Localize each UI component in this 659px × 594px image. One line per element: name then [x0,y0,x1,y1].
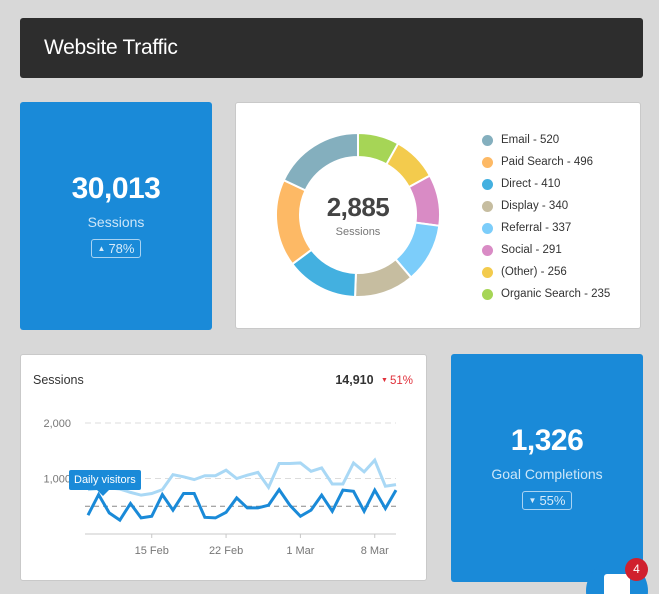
legend-item[interactable]: Referral - 337 [482,217,610,239]
legend-dot-icon [482,200,493,212]
legend-label: Referral - 337 [501,222,572,234]
sessions-change-badge: ▲ 78% [90,239,142,258]
donut-total: 2,885 [326,192,390,222]
legend-item[interactable]: Email - 520 [482,129,610,151]
y-tick-label: 1,000 [43,474,71,486]
donut-legend: Email - 520 Paid Search - 496 Direct - 410… [482,129,610,305]
goals-label: Goal Completions [491,466,603,482]
sessions-change-value: 78% [108,241,135,256]
legend-label: Paid Search - 496 [501,156,594,168]
donut-total-label: Sessions [335,226,381,238]
legend-item[interactable]: Social - 291 [482,239,610,261]
legend-label: Direct - 410 [501,178,561,190]
sessions-line-chart[interactable]: 1,000 2,000 15 Feb 22 Feb 1 Mar 8 Mar [21,355,428,582]
arrow-down-icon: ▼ [381,377,388,384]
legend-item[interactable]: Direct - 410 [482,173,610,195]
legend-item[interactable]: Organic Search - 235 [482,283,610,305]
previous-period-line[interactable] [87,457,397,497]
legend-item[interactable]: (Other) - 256 [482,261,610,283]
legend-label: Social - 291 [501,244,562,256]
sessions-label: Sessions [87,214,145,230]
sessions-kpi-card[interactable]: 30,013 Sessions ▲ 78% [20,102,212,330]
line-card-title: Sessions [33,373,84,387]
traffic-sources-card: 2,885 Sessions Email - 520 Paid Search - … [235,102,641,329]
x-tick-label: 1 Mar [286,545,314,557]
line-card-total: 14,910 [335,373,374,387]
legend-dot-icon [482,244,493,256]
legend-dot-icon [482,178,493,190]
legend-label: Display - 340 [501,200,569,212]
arrow-up-icon: ▲ [97,244,106,253]
goals-change-badge: ▼ 55% [521,491,573,510]
line-card-change: ▼ 51% [381,375,413,387]
legend-label: Email - 520 [501,134,560,146]
goals-value: 1,326 [510,424,584,457]
chart-tooltip: Daily visitors [69,470,141,496]
legend-label: Organic Search - 235 [501,288,611,300]
sessions-value: 30,013 [71,172,161,205]
sessions-line-card: Sessions 14,910 ▼ 51% 1,000 2,000 15 Feb 22 … [20,354,427,581]
legend-dot-icon [482,134,493,146]
legend-dot-icon [482,156,493,168]
legend-item[interactable]: Display - 340 [482,195,610,217]
legend-dot-icon [482,288,493,300]
x-tick-label: 8 Mar [361,545,389,557]
goals-change-value: 55% [539,493,566,508]
arrow-down-icon: ▼ [528,496,537,505]
legend-label: (Other) - 256 [501,266,567,278]
page-title: Website Traffic [20,18,643,78]
donut-segment[interactable] [282,132,359,192]
legend-item[interactable]: Paid Search - 496 [482,151,610,173]
daily-visitors-line[interactable] [86,486,398,523]
legend-dot-icon [482,222,493,234]
donut-chart[interactable] [275,132,441,298]
x-tick-label: 22 Feb [209,545,243,557]
y-tick-label: 2,000 [43,418,71,430]
x-tick-label: 15 Feb [135,545,169,557]
legend-dot-icon [482,266,493,278]
goal-completions-kpi-card[interactable]: 1,326 Goal Completions ▼ 55% [451,354,643,582]
line-card-summary: 14,910 ▼ 51% [335,373,413,387]
chat-notification-badge: 4 [625,558,648,581]
donut-center: 2,885 Sessions [275,132,441,298]
chat-icon [604,574,630,594]
